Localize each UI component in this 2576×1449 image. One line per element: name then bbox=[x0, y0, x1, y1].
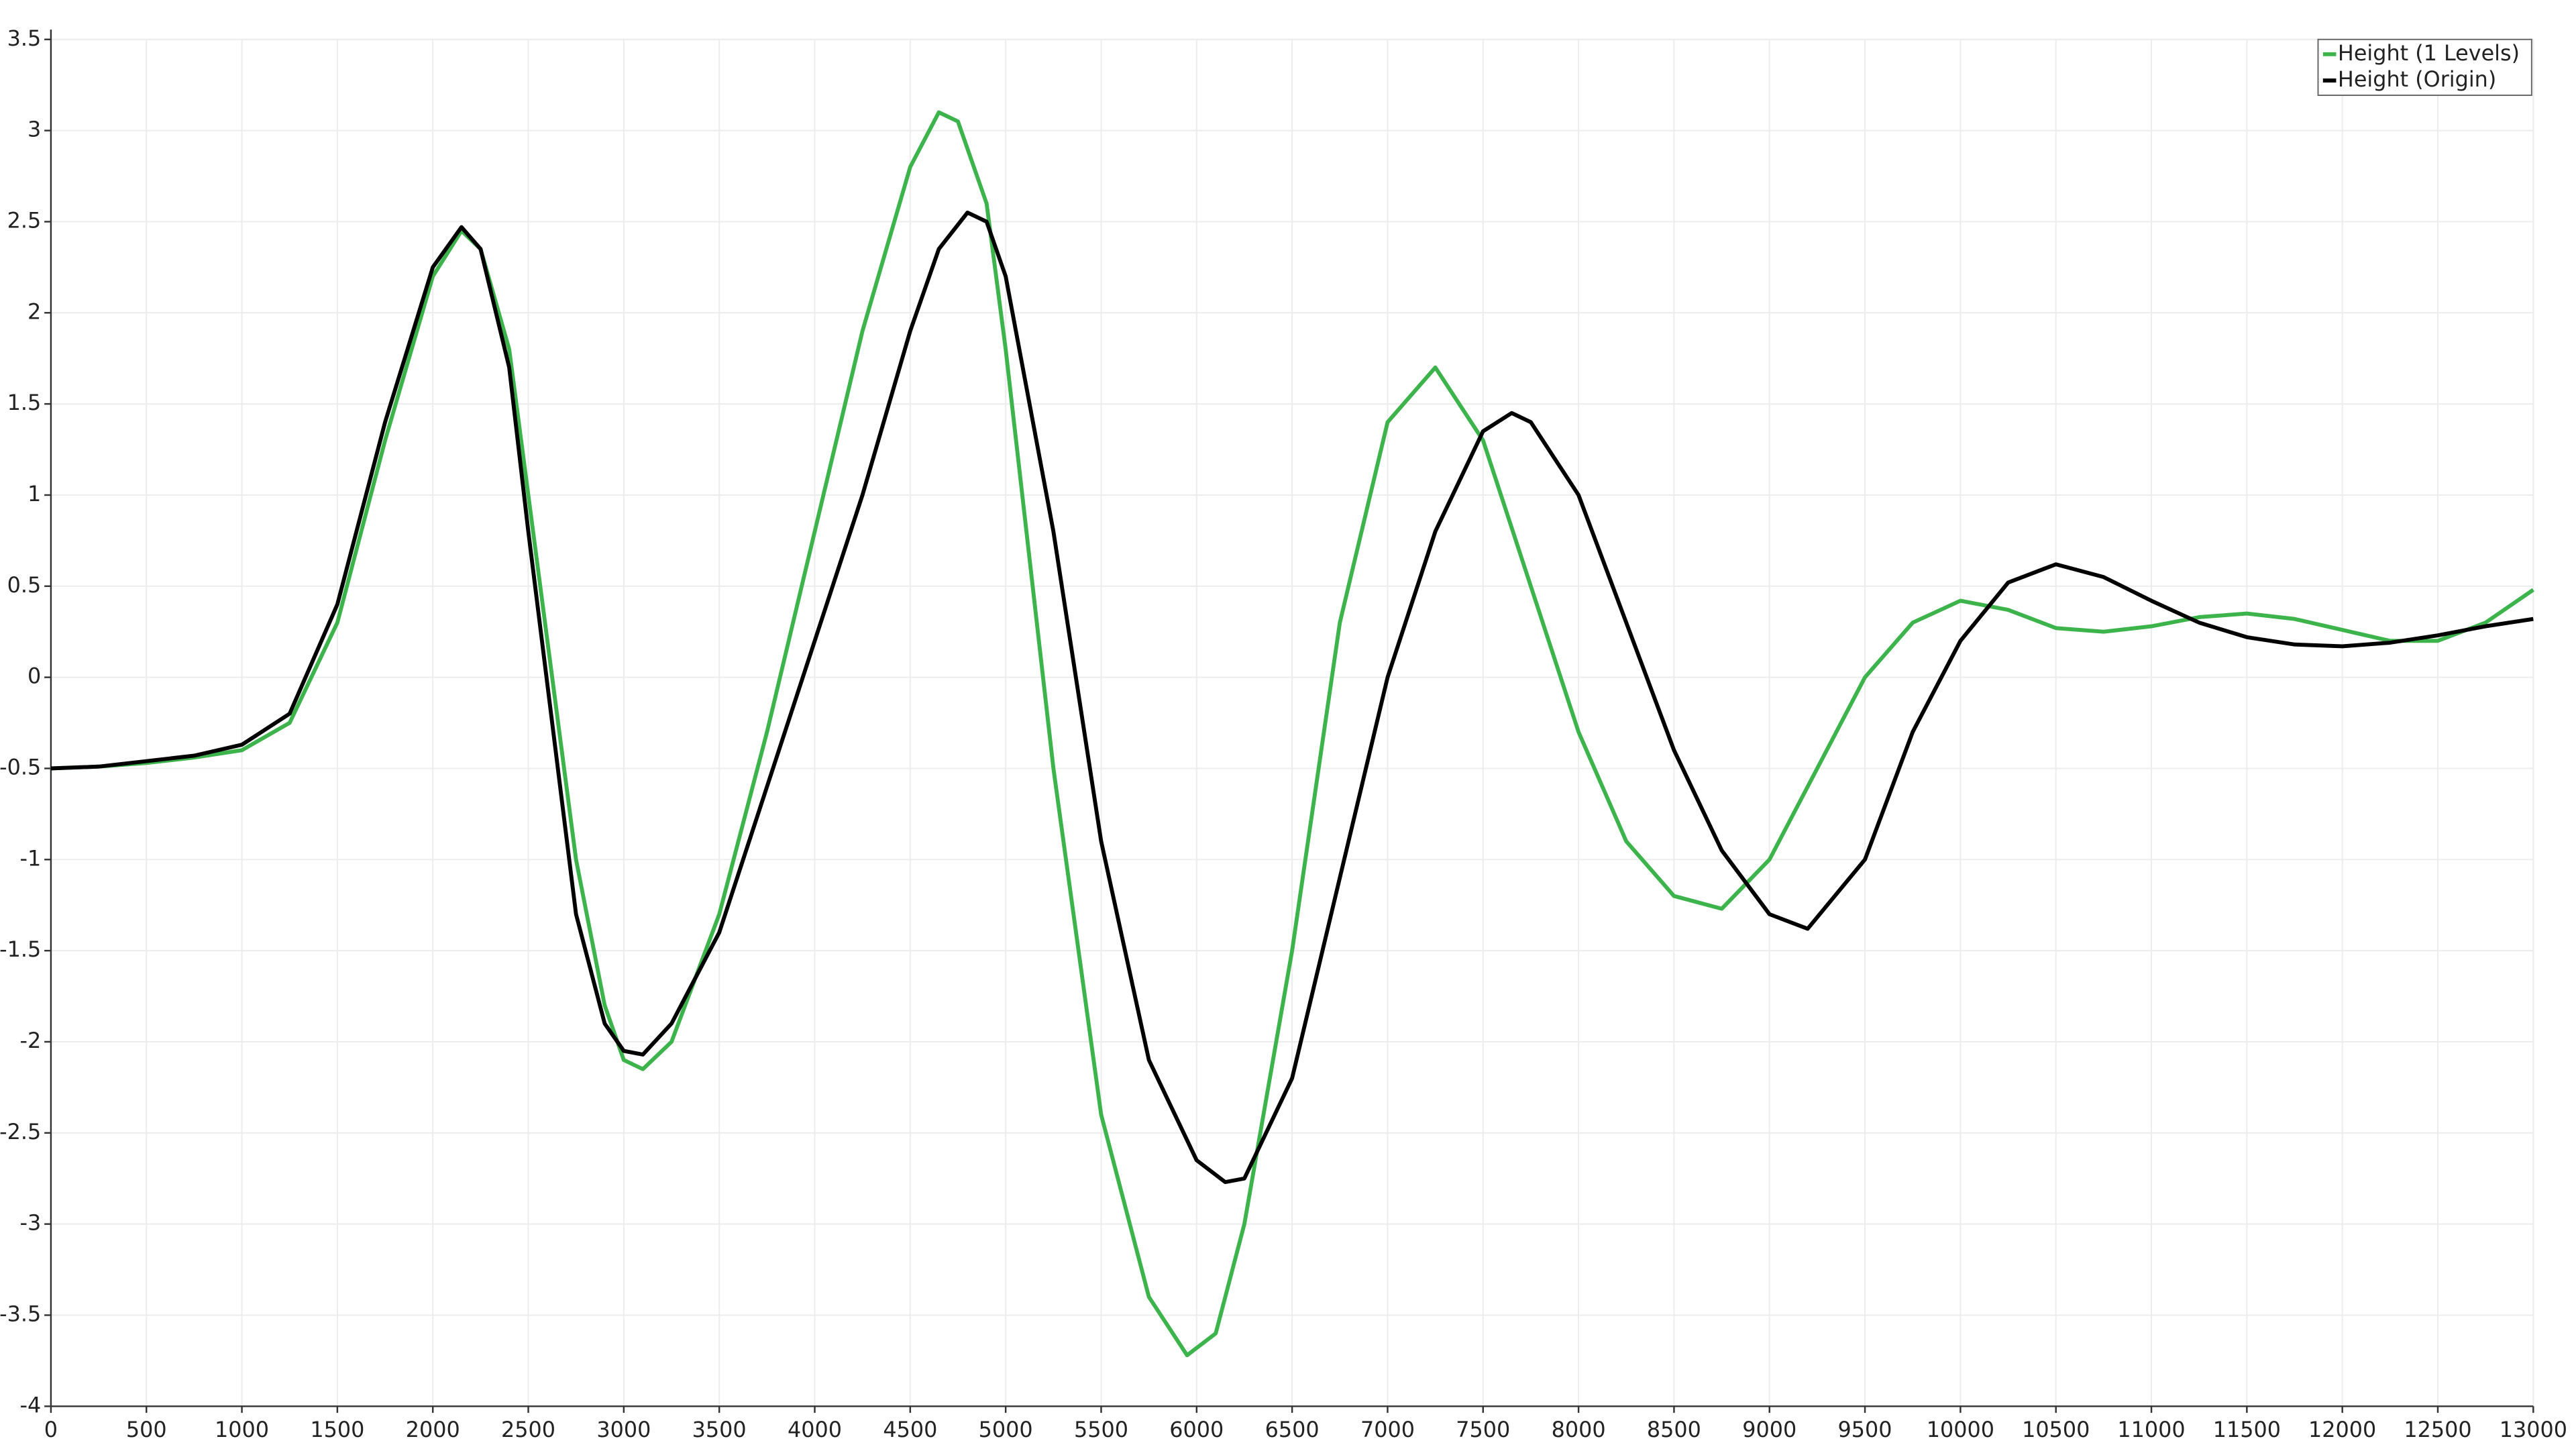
x-tick-label: 12000 bbox=[2308, 1417, 2376, 1442]
x-tick-label: 9000 bbox=[1742, 1417, 1796, 1442]
x-tick-label: 12500 bbox=[2404, 1417, 2471, 1442]
x-tick-label: 10500 bbox=[2022, 1417, 2090, 1442]
x-tick-label: 2000 bbox=[406, 1417, 460, 1442]
y-tick-label: -4 bbox=[19, 1392, 41, 1417]
x-tick-label: 7500 bbox=[1456, 1417, 1510, 1442]
y-tick-label: -2.5 bbox=[0, 1119, 41, 1144]
y-tick-label: -3.5 bbox=[0, 1301, 41, 1326]
x-tick-label: 5000 bbox=[979, 1417, 1033, 1442]
x-tick-label: 9500 bbox=[1838, 1417, 1892, 1442]
y-tick-label: 3.5 bbox=[7, 25, 42, 51]
y-tick-label: -3 bbox=[19, 1210, 41, 1236]
x-tick-label: 8500 bbox=[1647, 1417, 1701, 1442]
y-tick-label: 3 bbox=[28, 117, 41, 142]
y-tick-label: 2.5 bbox=[7, 207, 42, 233]
x-tick-label: 2500 bbox=[501, 1417, 555, 1442]
y-tick-label: 1 bbox=[28, 481, 41, 506]
x-tick-label: 3000 bbox=[596, 1417, 651, 1442]
x-tick-label: 3500 bbox=[692, 1417, 747, 1442]
x-tick-label: 0 bbox=[44, 1417, 58, 1442]
x-tick-label: 6500 bbox=[1265, 1417, 1320, 1442]
x-tick-label: 8000 bbox=[1552, 1417, 1606, 1442]
x-tick-label: 11000 bbox=[2117, 1417, 2185, 1442]
x-tick-label: 5500 bbox=[1074, 1417, 1128, 1442]
y-tick-label: -2 bbox=[19, 1028, 41, 1053]
x-tick-label: 10000 bbox=[1927, 1417, 1994, 1442]
x-tick-label: 13000 bbox=[2500, 1417, 2567, 1442]
legend-label: Height (1 Levels) bbox=[2338, 40, 2520, 66]
x-tick-label: 1000 bbox=[215, 1417, 269, 1442]
legend-label: Height (Origin) bbox=[2338, 66, 2496, 92]
x-tick-label: 500 bbox=[126, 1417, 167, 1442]
y-tick-label: -0.5 bbox=[0, 754, 41, 780]
x-tick-label: 6000 bbox=[1169, 1417, 1224, 1442]
legend: Height (1 Levels)Height (Origin) bbox=[2317, 38, 2532, 97]
y-tick-label: 0 bbox=[28, 663, 41, 689]
y-tick-label: -1 bbox=[19, 845, 41, 871]
x-tick-label: 4000 bbox=[788, 1417, 842, 1442]
y-tick-label: 0.5 bbox=[7, 572, 42, 598]
x-tick-label: 1500 bbox=[310, 1417, 364, 1442]
y-tick-label: -1.5 bbox=[0, 936, 41, 962]
x-tick-label: 11500 bbox=[2213, 1417, 2281, 1442]
legend-box bbox=[2317, 38, 2532, 97]
y-tick-label: 1.5 bbox=[7, 390, 42, 415]
line-series bbox=[50, 210, 2534, 1185]
x-tick-label: 7000 bbox=[1360, 1417, 1415, 1442]
x-tick-label: 4500 bbox=[883, 1417, 937, 1442]
y-tick-label: 2 bbox=[28, 299, 41, 324]
